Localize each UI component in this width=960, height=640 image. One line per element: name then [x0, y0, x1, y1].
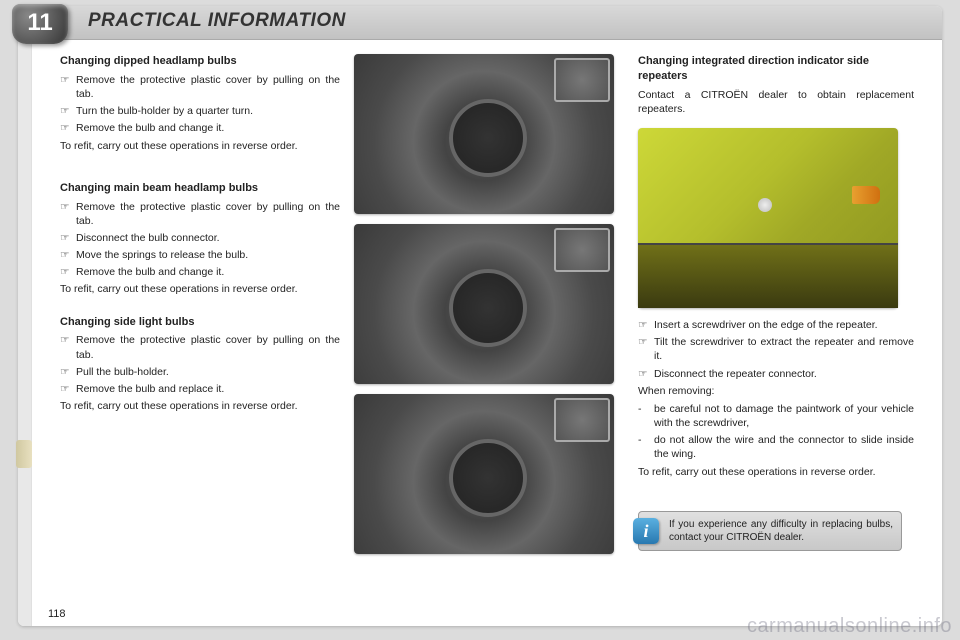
bullet-item: ☞Remove the protective plastic cover by … [60, 200, 340, 228]
paragraph: When removing: [638, 384, 914, 398]
bullet-icon: ☞ [638, 318, 654, 332]
photo-inset [554, 398, 610, 442]
section-title: Changing integrated direction indicator … [638, 54, 914, 84]
bullet-text: Pull the bulb-holder. [76, 365, 169, 379]
paragraph: To refit, carry out these operations in … [60, 282, 340, 296]
bullet-item: ☞Tilt the screwdriver to extract the rep… [638, 335, 914, 363]
bullet-text: do not allow the wire and the connector … [654, 433, 914, 461]
bullet-item: ☞Turn the bulb-holder by a quarter turn. [60, 104, 340, 118]
bullet-text: Turn the bulb-holder by a quarter turn. [76, 104, 253, 118]
car-side-photo [638, 128, 898, 308]
bullet-icon: ☞ [638, 335, 654, 363]
bullet-item: ☞Remove the bulb and change it. [60, 265, 340, 279]
dash-icon: - [638, 402, 654, 430]
bullet-icon: ☞ [60, 73, 76, 101]
bullet-icon: ☞ [60, 333, 76, 361]
info-icon: i [633, 518, 659, 544]
info-text: If you experience any difficulty in repl… [669, 519, 893, 543]
bullet-text: Remove the protective plastic cover by p… [76, 200, 340, 228]
bullet-text: Remove the bulb and change it. [76, 121, 224, 135]
dash-item: -do not allow the wire and the connector… [638, 433, 914, 461]
page: 11 PRACTICAL INFORMATION Changing dipped… [18, 6, 942, 626]
section-title: Changing dipped headlamp bulbs [60, 54, 340, 69]
bullet-icon: ☞ [60, 200, 76, 228]
section-title: Changing main beam headlamp bulbs [60, 181, 340, 196]
bullet-item: ☞Insert a screwdriver on the edge of the… [638, 318, 914, 332]
left-rail [18, 40, 32, 626]
page-header: 11 PRACTICAL INFORMATION [18, 6, 942, 40]
bullet-item: ☞Remove the bulb and change it. [60, 121, 340, 135]
page-title: PRACTICAL INFORMATION [88, 10, 346, 32]
bullet-icon: ☞ [60, 104, 76, 118]
dash-item: -be careful not to damage the paintwork … [638, 402, 914, 430]
bullet-item: ☞Move the springs to release the bulb. [60, 248, 340, 262]
bullet-icon: ☞ [60, 265, 76, 279]
bullet-icon: ☞ [60, 248, 76, 262]
bullet-text: Remove the bulb and replace it. [76, 382, 224, 396]
page-number: 118 [48, 608, 66, 620]
bullet-item: ☞Disconnect the repeater connector. [638, 367, 914, 381]
bullet-text: Tilt the screwdriver to extract the repe… [654, 335, 914, 363]
middle-column [354, 54, 624, 616]
headlamp-photo-3 [354, 394, 614, 554]
info-box: i If you experience any difficulty in re… [638, 511, 902, 551]
bullet-icon: ☞ [60, 231, 76, 245]
bullet-text: Insert a screwdriver on the edge of the … [654, 318, 878, 332]
paragraph: To refit, carry out these operations in … [60, 139, 340, 153]
repeater-dot [758, 198, 772, 212]
bullet-item: ☞Pull the bulb-holder. [60, 365, 340, 379]
paragraph: Contact a CITROËN dealer to obtain repla… [638, 88, 914, 116]
bullet-text: Remove the protective plastic cover by p… [76, 73, 340, 101]
bullet-text: Remove the protective plastic cover by p… [76, 333, 340, 361]
bullet-icon: ☞ [60, 365, 76, 379]
content-area: Changing dipped headlamp bulbs ☞Remove t… [32, 40, 942, 626]
headlamp-photo-1 [354, 54, 614, 214]
bullet-text: Move the springs to release the bulb. [76, 248, 248, 262]
bullet-text: Disconnect the repeater connector. [654, 367, 817, 381]
right-column: Changing integrated direction indicator … [638, 54, 914, 616]
bullet-text: Disconnect the bulb connector. [76, 231, 220, 245]
bullet-icon: ☞ [60, 121, 76, 135]
bullet-text: be careful not to damage the paintwork o… [654, 402, 914, 430]
paragraph: To refit, carry out these operations in … [60, 399, 340, 413]
photo-inset [554, 58, 610, 102]
bullet-item: ☞Remove the bulb and replace it. [60, 382, 340, 396]
bullet-icon: ☞ [638, 367, 654, 381]
bullet-icon: ☞ [60, 382, 76, 396]
chapter-badge: 11 [12, 4, 68, 44]
bullet-item: ☞Remove the protective plastic cover by … [60, 73, 340, 101]
paragraph: To refit, carry out these operations in … [638, 465, 914, 479]
watermark: carmanualsonline.info [747, 615, 952, 638]
left-column: Changing dipped headlamp bulbs ☞Remove t… [60, 54, 340, 616]
section-title: Changing side light bulbs [60, 315, 340, 330]
dash-icon: - [638, 433, 654, 461]
photo-inset [554, 228, 610, 272]
bullet-item: ☞Disconnect the bulb connector. [60, 231, 340, 245]
headlamp-photo-2 [354, 224, 614, 384]
bullet-item: ☞Remove the protective plastic cover by … [60, 333, 340, 361]
tab-notch [16, 440, 32, 468]
bullet-text: Remove the bulb and change it. [76, 265, 224, 279]
